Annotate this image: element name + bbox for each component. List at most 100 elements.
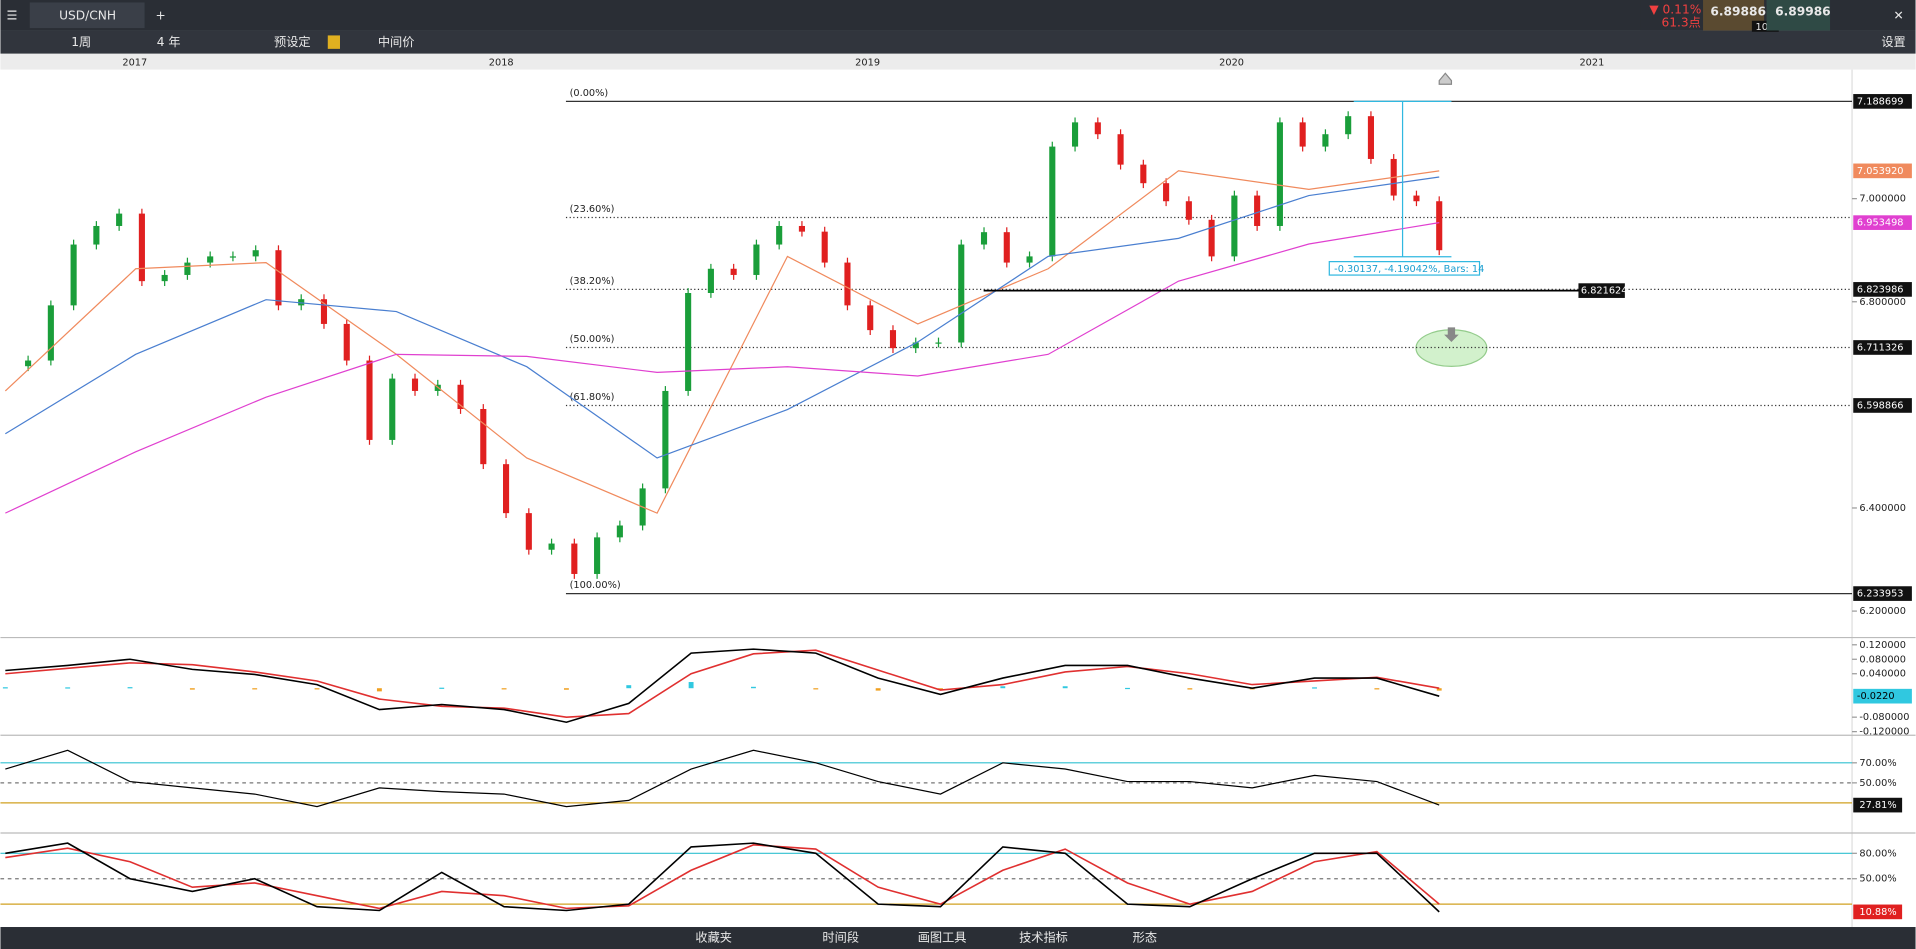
candle-body <box>47 305 54 361</box>
candle-body <box>116 213 123 226</box>
bottom-items: 收藏夹 时间段 画图工具 技术指标 形态 <box>695 930 1157 945</box>
histogram-bar <box>875 688 881 691</box>
candle-body <box>1436 201 1443 251</box>
measure-box <box>1328 261 1481 276</box>
candle-body <box>1345 116 1352 135</box>
candle-body <box>1276 122 1283 226</box>
price-tag-label: 7.053920 <box>1857 166 1904 177</box>
series-line <box>5 749 1440 808</box>
add-tab[interactable]: + <box>156 8 166 22</box>
series-line <box>5 222 1440 514</box>
last-label: 27.81% <box>1859 800 1896 811</box>
candle-body <box>525 513 532 550</box>
tick-label: 0.040000 <box>1859 669 1906 680</box>
points: 61.3点 <box>1662 16 1701 30</box>
candle-body <box>980 232 988 245</box>
price-tag-label: 7.188699 <box>1857 96 1904 107</box>
histogram-bar <box>65 687 71 689</box>
candle-body <box>138 213 145 282</box>
tick-label: 50.00% <box>1859 778 1896 789</box>
mid-icon <box>327 35 340 49</box>
ask[interactable]: 6.89986 <box>1775 5 1831 19</box>
candle-body <box>411 378 419 391</box>
candle-body <box>1208 219 1215 257</box>
candle-body <box>298 299 305 306</box>
bottom-item[interactable]: 收藏夹 <box>695 931 732 945</box>
price-tag-label: -0.0220 <box>1857 691 1895 702</box>
fib-label: (23.60%) <box>570 204 615 215</box>
ask-box[interactable] <box>1766 0 1831 31</box>
candle-body <box>548 543 555 550</box>
candle-body <box>1072 122 1079 147</box>
histogram-bar <box>2 687 8 689</box>
period[interactable]: 1周 <box>71 35 91 49</box>
plot: 7.000000 6.800000 6.400000 6.200000 (0.00%) 7… <box>0 88 1912 920</box>
price-tag <box>1853 215 1912 230</box>
tick-label: 80.00% <box>1859 848 1896 859</box>
histogram-bar <box>1062 686 1068 689</box>
price-tag <box>1853 94 1912 109</box>
candle-body <box>844 262 851 306</box>
price-tag <box>1853 282 1912 297</box>
histogram-bar <box>252 688 258 690</box>
histogram-bar <box>1000 686 1006 689</box>
menu-icon[interactable]: ☰ <box>7 8 18 22</box>
histogram-bar <box>751 686 756 689</box>
candle-body <box>707 268 714 293</box>
histogram-bar <box>1374 688 1380 690</box>
tick-label: 6.200000 <box>1859 606 1906 617</box>
fib-label: (100.00%) <box>570 580 621 591</box>
bottom-item[interactable]: 形态 <box>1133 931 1157 945</box>
series-line <box>4 170 1440 514</box>
candle-body <box>343 323 350 361</box>
candle-body <box>1413 195 1420 202</box>
candle-body <box>366 360 373 440</box>
histogram-bar <box>1187 688 1193 690</box>
bottom-bar-bg <box>0 927 1916 949</box>
bottom-item[interactable]: 技术指标 <box>1019 930 1068 945</box>
tab[interactable] <box>29 2 145 29</box>
settings[interactable]: 设置 <box>1881 35 1905 49</box>
histogram-bar <box>376 688 382 692</box>
candle-body <box>1140 164 1147 184</box>
fib-label: (38.20%) <box>570 276 615 287</box>
home-icon[interactable] <box>1438 72 1453 85</box>
tick-label: 0.120000 <box>1859 640 1906 651</box>
series-line <box>5 844 1440 910</box>
candle-body <box>1163 183 1170 202</box>
histogram-bar <box>501 688 507 690</box>
candle-body <box>252 250 259 257</box>
candle-body <box>70 244 77 306</box>
histogram-bar <box>189 688 195 690</box>
series-line <box>5 648 1440 724</box>
hline-tag <box>1578 283 1625 298</box>
mid[interactable]: 中间价 <box>378 34 415 49</box>
candle-body <box>1026 256 1033 263</box>
bid[interactable]: 6.89886 <box>1710 5 1766 19</box>
tool-bar-bg <box>0 30 1916 54</box>
histogram-bar <box>439 687 445 689</box>
histogram-bar <box>938 688 943 690</box>
tick-label: 70.00% <box>1859 758 1896 769</box>
candle-body <box>389 378 396 440</box>
tick-label: 50.00% <box>1859 874 1896 885</box>
tick-label: 6.400000 <box>1859 503 1906 514</box>
close-icon[interactable]: ✕ <box>1894 8 1904 22</box>
symbol[interactable]: USD/CNH <box>59 8 116 22</box>
candle-body <box>730 268 737 275</box>
candle-body <box>229 256 236 258</box>
candle-body <box>1231 195 1238 257</box>
candle-body <box>161 274 168 282</box>
bottom-item[interactable]: 时间段 <box>822 930 859 945</box>
candle-body <box>798 225 805 232</box>
range[interactable]: 4 年 <box>157 35 181 49</box>
tick-label: -0.120000 <box>1859 727 1909 738</box>
bottom-item[interactable]: 画图工具 <box>918 931 967 945</box>
preset[interactable]: 预设定 <box>274 34 311 49</box>
candle-body <box>1185 201 1192 220</box>
bottom-bar: 收藏夹 时间段 画图工具 技术指标 形态 <box>0 927 1916 949</box>
candle-body <box>275 250 282 306</box>
spread: 10.0 <box>1756 22 1778 33</box>
